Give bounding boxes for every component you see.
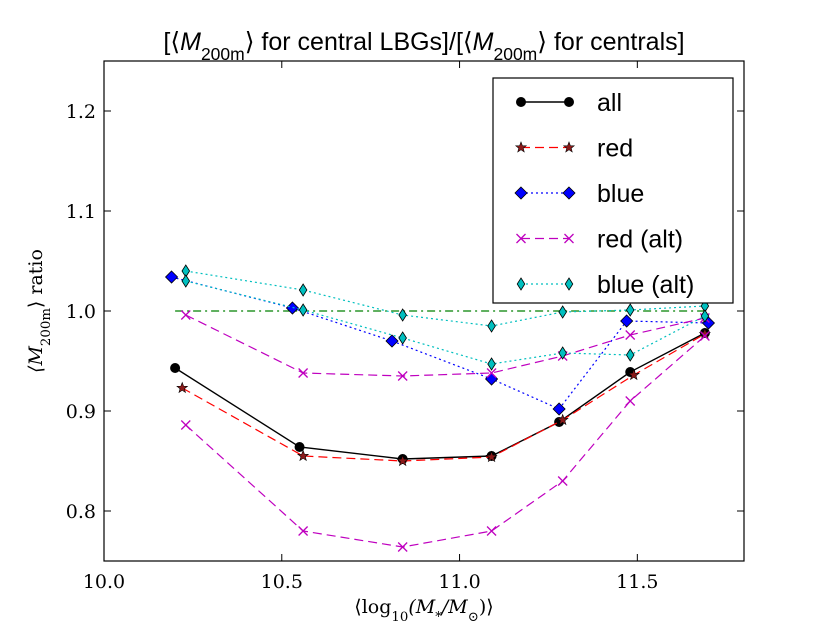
data-point — [180, 310, 191, 320]
legend-entry: red — [514, 135, 633, 163]
data-point — [398, 308, 407, 322]
legend-label: red (alt) — [597, 226, 683, 254]
legend-entry: blue — [514, 180, 644, 208]
legend-marker — [516, 277, 526, 291]
data-point — [485, 450, 498, 463]
x-tick-label: 11.5 — [616, 571, 658, 593]
legend-label: red — [597, 135, 633, 163]
data-point — [558, 305, 567, 319]
legend-marker — [514, 141, 528, 153]
data-point — [294, 442, 305, 452]
legend-marker — [562, 141, 576, 153]
data-point — [620, 314, 634, 328]
data-point — [484, 372, 499, 386]
data-point — [298, 368, 309, 378]
data-point — [385, 334, 399, 348]
legend-label: all — [597, 89, 622, 117]
legend-box — [492, 77, 734, 304]
series-line — [185, 335, 706, 548]
legend-label: blue — [597, 180, 644, 208]
series-line — [174, 332, 706, 460]
data-point — [552, 402, 566, 416]
legend-marker — [562, 186, 576, 200]
legend-entry: blue (alt) — [516, 271, 694, 299]
legend-marker — [516, 233, 526, 244]
y-tick-label: 1.1 — [66, 201, 96, 223]
data-point — [181, 274, 191, 288]
y-tick-label: 0.8 — [66, 501, 96, 523]
data-point — [298, 526, 309, 536]
series-red-alt--3 — [180, 310, 710, 381]
legend-label: blue (alt) — [597, 271, 694, 299]
legend-marker — [564, 277, 574, 291]
data-point — [298, 303, 308, 317]
legend-entry: red (alt) — [516, 226, 683, 254]
data-point — [487, 357, 496, 371]
legend: all red blue red (alt) blue (alt) — [492, 77, 734, 304]
y-tick-label: 1.2 — [66, 101, 96, 123]
legend-marker — [516, 97, 526, 107]
data-point — [699, 331, 710, 341]
legend-entry: all — [516, 89, 622, 117]
data-point — [558, 346, 567, 360]
data-point — [176, 381, 189, 394]
chart-title: [⟨M200m⟩ for central LBGs]/[⟨M200m⟩ for … — [163, 28, 684, 64]
data-point — [298, 283, 308, 297]
legend-marker — [564, 97, 574, 107]
x-tick-label: 10.0 — [83, 571, 125, 593]
series-blue-alt--5 — [181, 264, 710, 333]
data-point — [557, 476, 568, 486]
data-point — [487, 319, 496, 333]
series-red-alt--4 — [180, 331, 710, 552]
data-point — [396, 454, 409, 467]
data-point — [397, 542, 408, 552]
data-point — [627, 368, 640, 381]
x-tick-label: 10.5 — [261, 571, 303, 593]
data-point — [625, 330, 636, 340]
data-point — [486, 368, 497, 378]
data-point — [486, 526, 497, 536]
data-point — [700, 309, 710, 323]
y-axis-label: ⟨M200m⟩ ratio — [25, 249, 54, 373]
data-point — [170, 363, 181, 373]
data-point — [625, 303, 635, 317]
chart-title-text: [⟨M200m⟩ for central LBGs]/[⟨M200m⟩ for … — [163, 28, 684, 64]
data-point — [398, 331, 407, 345]
data-point — [297, 449, 310, 462]
series-blue-alt--6 — [181, 274, 710, 371]
data-point — [625, 348, 635, 362]
legend-marker — [564, 233, 574, 244]
axes: 10.0 10.5 11.0 11.5 0.8 0.9 1.0 1.1 1.2 ⟨log10(M*… — [25, 61, 744, 623]
data-point — [164, 270, 179, 284]
x-axis-label: ⟨log10(M*/M⊙)⟩ — [354, 596, 493, 623]
y-tick-label: 1.0 — [66, 301, 96, 323]
data-point — [180, 420, 191, 430]
data-point — [556, 413, 569, 426]
data-point — [397, 371, 408, 381]
plot-area — [164, 264, 716, 552]
series-blue-2 — [164, 270, 716, 416]
y-tick-label: 0.9 — [66, 401, 96, 423]
data-point — [625, 396, 636, 406]
x-tick-label: 11.0 — [438, 571, 480, 593]
legend-marker — [514, 186, 528, 200]
series-all-0 — [170, 328, 710, 464]
data-point — [285, 301, 300, 315]
